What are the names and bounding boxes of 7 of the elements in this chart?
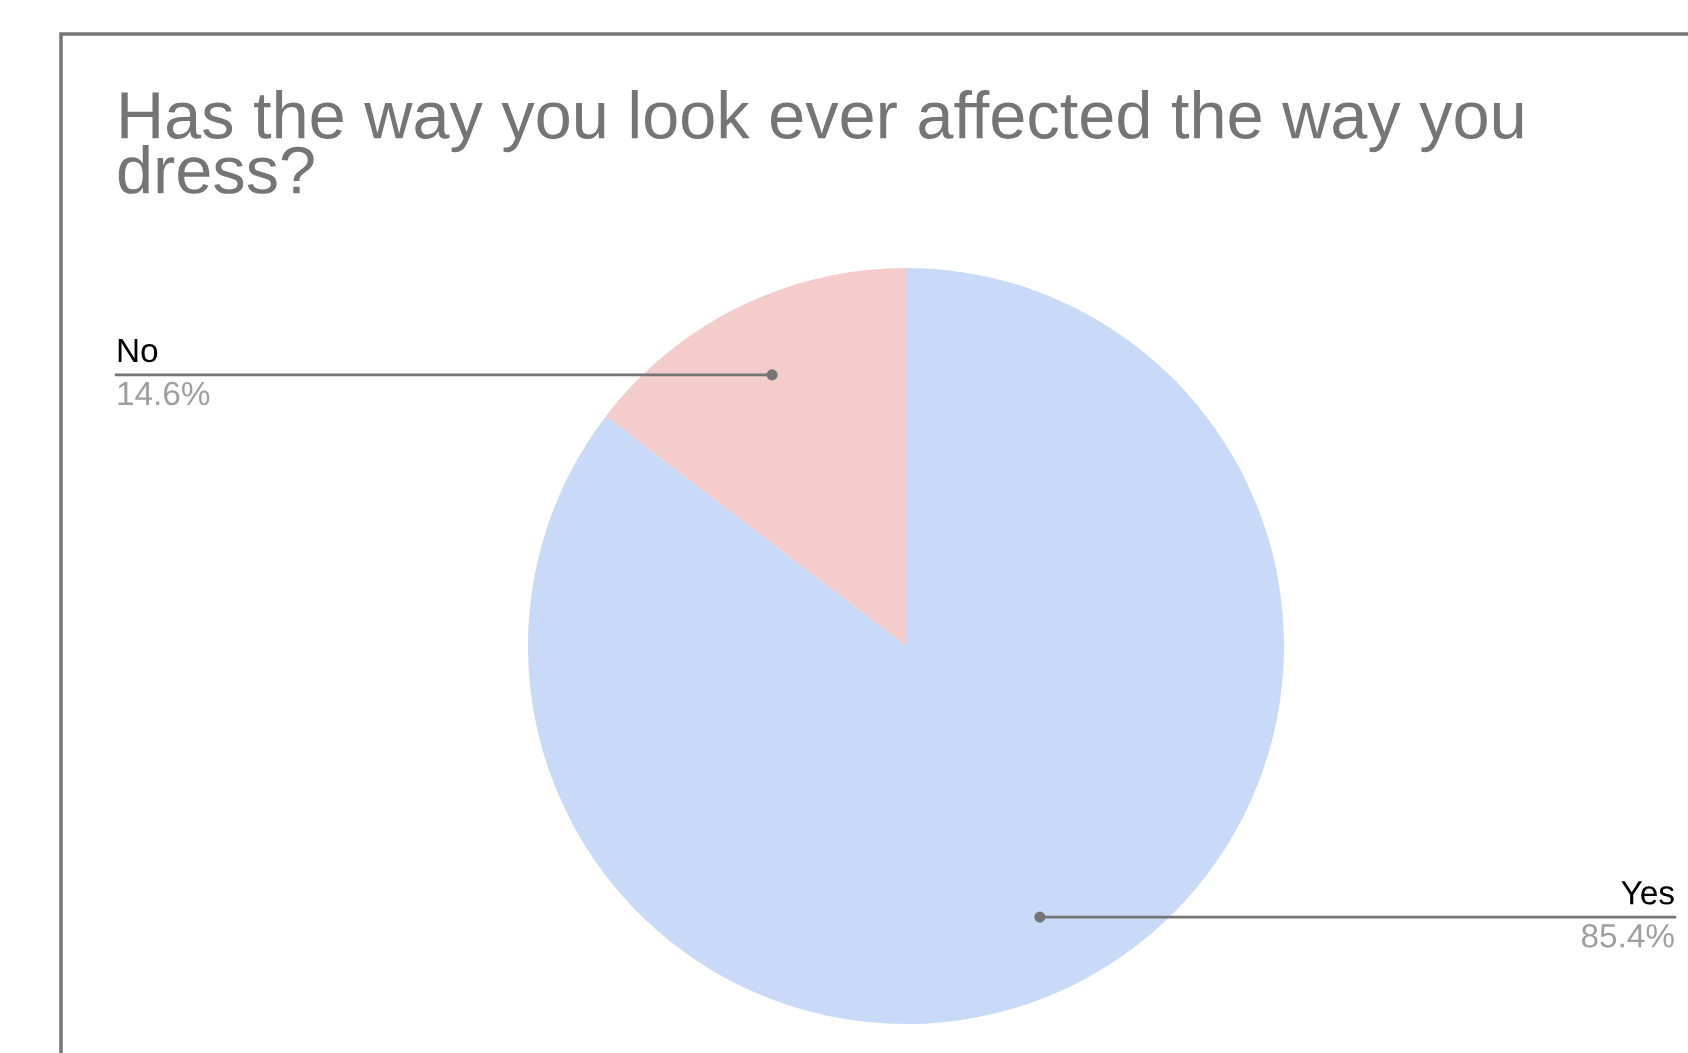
pie-slice xyxy=(528,268,1284,1024)
data-label: 85.4% xyxy=(1581,924,1674,948)
slice-label: Yes xyxy=(1621,881,1674,905)
data-label: 14.6% xyxy=(118,381,210,406)
pie-slice xyxy=(605,268,906,646)
chart-title: Has the way you look ever affected the way you dress? xyxy=(118,90,1523,194)
slice-label: No xyxy=(118,339,158,363)
